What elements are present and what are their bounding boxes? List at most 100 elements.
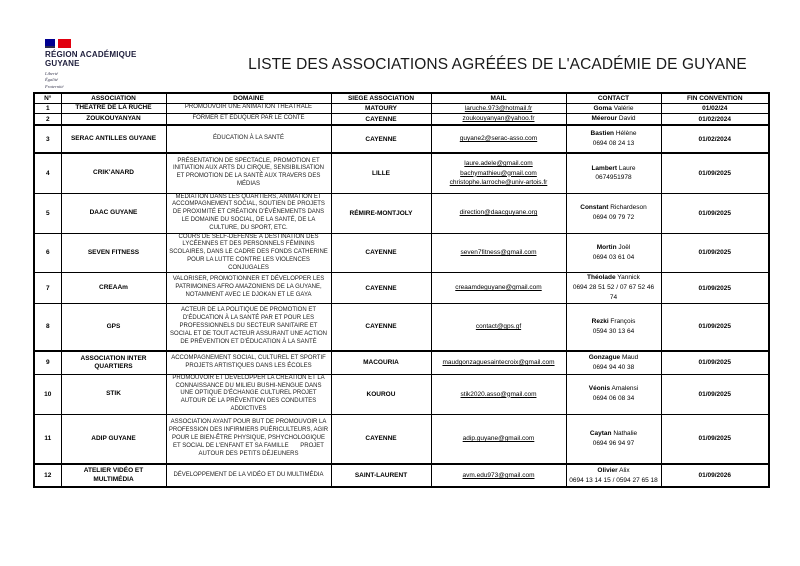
cell-contact: Lambert Laure 0674951978	[565, 152, 662, 194]
cell-siege: MATOURY	[330, 102, 432, 115]
table-row: 12 ATELIER VIDÉO ET MULTIMÉDIA DÉVELOPPEME…	[33, 463, 770, 488]
cell-siege: CAYENNE	[330, 413, 432, 466]
column-header-mail: MAIL	[430, 92, 567, 104]
cell-mail: direction@daacguyane.org	[430, 192, 567, 234]
cell-fin-convention: 01/02/2024	[660, 124, 770, 154]
table-row: 7 CREAAm VALORISER, PROMOTIONNER ET DÉVELO…	[33, 272, 770, 304]
cell-siege: KOUROU	[330, 373, 432, 415]
mail-link[interactable]: creaamdeguyane@gmail.com	[455, 284, 542, 292]
flag-red-stripe	[58, 39, 71, 48]
mail-link[interactable]: bachymathieu@gmail.com	[460, 169, 537, 177]
cell-num: 3	[33, 124, 62, 154]
mail-link[interactable]: guyane2@serac-asso.com	[459, 135, 538, 143]
cell-mail: stik2020.asso@gmail.com	[430, 373, 567, 415]
mail-link[interactable]: zoukouyanyan@yahoo.fr	[462, 115, 535, 123]
cell-association: ADIP GUYANE	[60, 413, 167, 466]
mail-link[interactable]: adip.guyane@gmail.com	[462, 435, 535, 443]
cell-num: 10	[33, 373, 62, 415]
cell-contact: Mortin Joël 0694 03 61 04	[565, 232, 662, 274]
table-row: 4 CRIK'ANARD PRÉSENTATION DE SPECTACLE, PR…	[33, 152, 770, 194]
cell-contact: Rezki François 0594 30 13 64	[565, 302, 662, 353]
mail-link[interactable]: avm.edu973@gmail.com	[462, 472, 535, 479]
contact-name: Mortin Joël	[596, 244, 631, 252]
motto-liberte: Liberté	[45, 71, 58, 77]
cell-contact: Constant Richardeson 0694 09 79 72	[565, 192, 662, 234]
mail-link[interactable]: laruche.973@hotmail.fr	[464, 104, 533, 112]
cell-contact: Bastien Hélène 0694 08 24 13	[565, 124, 662, 154]
column-header-fin-convention: FIN CONVENTION	[660, 92, 770, 104]
mail-link[interactable]: seven7fitness@gmail.com	[460, 249, 537, 257]
cell-domaine: DÉVELOPPEMENT DE LA VIDÉO ET DU MULTIMÉD…	[165, 463, 332, 488]
cell-association: DAAC GUYANE	[60, 192, 167, 234]
cell-num: 2	[33, 113, 62, 127]
contact-phone: 0694 28 51 52 / 07 67 52 46 74	[572, 284, 655, 301]
contact-phone: 0594 30 13 64	[592, 327, 635, 335]
cell-association: THEATRE DE LA RUCHE	[60, 102, 167, 115]
mail-link[interactable]: direction@daacguyane.org	[459, 209, 538, 217]
table-row: 1 THEATRE DE LA RUCHE PROMOUVOIR UNE ANIMA…	[33, 102, 770, 115]
cell-fin-convention: 01/09/2025	[660, 373, 770, 415]
cell-num: 4	[33, 152, 62, 194]
cell-fin-convention: 01/09/2025	[660, 350, 770, 375]
logo-line2: GUYANE	[45, 59, 80, 69]
cell-num: 9	[33, 350, 62, 375]
cell-num: 5	[33, 192, 62, 234]
cell-siege: CAYENNE	[330, 232, 432, 274]
table-row: 8 GPS ACTEUR DE LA POLITIQUE DE PROMOTION …	[33, 302, 770, 353]
contact-name: Véonis Amalensi	[588, 385, 639, 393]
cell-domaine: ACCOMPAGNEMENT SOCIAL, CULTUREL ET SPORT…	[165, 350, 332, 375]
cell-num: 6	[33, 232, 62, 274]
cell-association: SERAC ANTILLES GUYANE	[60, 124, 167, 154]
contact-name: Rezki François	[591, 318, 636, 326]
mail-link[interactable]: contact@gps.gf	[475, 323, 522, 331]
contact-phone: 0694 03 61 04	[592, 253, 635, 261]
table-row: 10 STIK PROMOUVOIR ET DÉVELOPPER LA CRÉATI…	[33, 373, 770, 415]
cell-mail: adip.guyane@gmail.com	[430, 413, 567, 466]
contact-name: Gonzague Maud	[588, 354, 639, 362]
logo-line1: RÉGION ACADÉMIQUE	[45, 50, 137, 59]
contact-phone: 0694 96 94 97	[592, 439, 635, 447]
contact-phone: 0694 06 08 34	[592, 395, 635, 403]
cell-domaine: ACTEUR DE LA POLITIQUE DE PROMOTION ET D…	[165, 302, 332, 353]
cell-association: STIK	[60, 373, 167, 415]
cell-num: 7	[33, 272, 62, 304]
cell-num: 8	[33, 302, 62, 353]
mail-link[interactable]: christophe.larroche@univ-artois.fr	[449, 178, 548, 186]
cell-domaine: PROMOUVOIR ET DÉVELOPPER LA CRÉATION ET …	[165, 373, 332, 415]
cell-fin-convention: 01/09/2025	[660, 232, 770, 274]
table-header-row: N° ASSOCIATION DOMAINE SIEGE ASSOCIATION…	[33, 92, 770, 104]
cell-fin-convention: 01/02/24	[660, 102, 770, 115]
column-header-num: N°	[33, 92, 62, 104]
mail-link[interactable]: laure.adele@gmail.com	[464, 160, 533, 168]
page-title: LISTE DES ASSOCIATIONS AGRÉÉES DE L'ACAD…	[248, 56, 747, 73]
cell-fin-convention: 01/09/2025	[660, 272, 770, 304]
cell-siege: CAYENNE	[330, 302, 432, 353]
cell-domaine: PRÉSENTATION DE SPECTACLE, PROMOTION ET …	[165, 152, 332, 194]
contact-name: Lambert Laure	[591, 164, 636, 172]
cell-domaine: FORMER ET ÉDUQUER PAR LE CONTE	[165, 113, 332, 127]
cell-association: SEVEN FITNESS	[60, 232, 167, 274]
cell-siege: SAINT-LAURENT	[330, 463, 432, 488]
contact-phone: 0674951978	[595, 174, 632, 182]
mail-link[interactable]: maudgonzaguesaintecroix@gmail.com	[442, 359, 555, 367]
cell-contact: Caytan Nathalie 0694 96 94 97	[565, 413, 662, 466]
contact-name: Théolade Yannick	[587, 274, 640, 282]
cell-mail: avm.edu973@gmail.com	[430, 463, 567, 488]
cell-mail: contact@gps.gf	[430, 302, 567, 353]
cell-mail: creaamdeguyane@gmail.com	[430, 272, 567, 304]
cell-domaine: ASSOCIATION AYANT POUR BUT DE PROMOUVOIR…	[165, 413, 332, 466]
contact-name: Méerour David	[591, 115, 636, 123]
cell-contact: Goma Valérie	[565, 102, 662, 115]
mail-link[interactable]: stik2020.asso@gmail.com	[460, 390, 537, 398]
column-header-siege: SIEGE ASSOCIATION	[330, 92, 432, 104]
cell-association: CREAAm	[60, 272, 167, 304]
table-row: 11 ADIP GUYANE ASSOCIATION AYANT POUR BUT …	[33, 413, 770, 466]
cell-association: CRIK'ANARD	[60, 152, 167, 194]
cell-siege: CAYENNE	[330, 272, 432, 304]
cell-fin-convention: 01/09/2025	[660, 192, 770, 234]
cell-association: ATELIER VIDÉO ET MULTIMÉDIA	[60, 463, 167, 488]
cell-association: ASSOCIATION INTER QUARTIERS	[60, 350, 167, 375]
cell-domaine: MÉDIATION DANS LES QUARTIERS, ANIMATION …	[165, 192, 332, 234]
contact-name: Caytan Nathalie	[589, 430, 638, 438]
